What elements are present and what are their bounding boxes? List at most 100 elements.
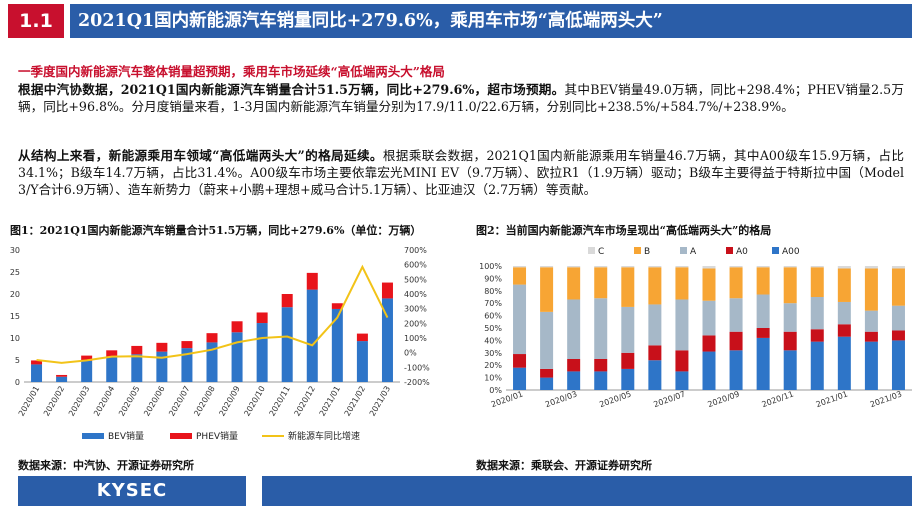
legend-label: BEV销量 xyxy=(108,430,144,442)
y-tick-label: 40% xyxy=(484,336,502,345)
legend-swatch xyxy=(726,247,733,254)
y-tick-label: 70% xyxy=(484,299,502,308)
bev-bar xyxy=(106,356,118,382)
x-tick-label: 2020/02 xyxy=(42,385,66,418)
paragraph-2-body: 根据乘联会数据，2021Q1国内新能源乘用车销量46.7万辆，其中A00级车15… xyxy=(18,148,904,197)
legend-swatch xyxy=(680,247,687,254)
legend-label: B xyxy=(644,247,650,257)
y-tick-label: 50% xyxy=(484,324,502,333)
y-tick-label: 25 xyxy=(10,268,20,277)
segment-a-bar xyxy=(891,305,905,331)
segment-a-bar xyxy=(594,298,608,359)
figure-2-caption: 图2：当前国内新能源汽车市场呈现出“高低端两头大”的格局 xyxy=(476,224,772,237)
x-tick-label: 2021/01 xyxy=(815,389,849,409)
legend-label: A xyxy=(690,247,697,257)
phev-bar xyxy=(356,333,368,342)
segment-a0-bar xyxy=(702,335,716,352)
title-bar: 1.1 2021Q1国内新能源汽车销量同比+279.6%，乘用车市场“高低端两头… xyxy=(0,0,920,42)
phev-bar xyxy=(106,350,118,357)
kysec-logo: KYSEC xyxy=(18,476,246,506)
segment-b-bar xyxy=(729,267,743,299)
x-tick-label: 2021/03 xyxy=(368,385,392,418)
paragraph-1: 根据中汽协数据，2021Q1国内新能源汽车销量合计51.5万辆，同比+279.6… xyxy=(18,81,904,115)
x-tick-label: 2020/11 xyxy=(268,385,292,418)
x-tick-label: 2020/03 xyxy=(67,385,91,418)
segment-b-bar xyxy=(567,267,581,300)
segment-b-bar xyxy=(891,268,905,306)
segment-a-bar xyxy=(783,303,797,332)
legend-label: PHEV销量 xyxy=(196,430,238,442)
paragraph-2: 从结构上来看，新能源乘用车领域“高低端两头大”的格局延续。根据乘联会数据，202… xyxy=(18,147,904,198)
segment-c-bar xyxy=(540,266,554,268)
x-tick-label: 2020/05 xyxy=(598,389,632,409)
segment-a00-bar xyxy=(837,336,851,390)
segment-a0-bar xyxy=(810,329,824,342)
segment-a0-bar xyxy=(648,345,662,361)
y-tick-label: 10 xyxy=(10,334,20,343)
bev-bar xyxy=(256,323,268,382)
figure-2-source: 数据来源：乘联会、开源证券研究所 xyxy=(476,459,652,472)
segment-a0-bar xyxy=(594,359,608,372)
phev-bar xyxy=(331,303,343,309)
figure-1-caption: 图1：2021Q1国内新能源汽车销量合计51.5万辆，同比+279.6%（单位：… xyxy=(10,224,422,237)
legend-swatch xyxy=(170,433,192,439)
y-tick-label: 0 xyxy=(15,378,20,387)
segment-b-bar xyxy=(837,268,851,302)
segment-c-bar xyxy=(621,266,635,268)
segment-b-bar xyxy=(756,267,770,295)
bev-bar xyxy=(31,364,43,382)
nev-sales-chart: 0 5 10 15 20 25 30 -200% -100% 0% 100% 200% 300% 400%… xyxy=(10,246,430,442)
segment-b-bar xyxy=(540,267,554,312)
y-tick-label: 10% xyxy=(484,374,502,383)
segment-a-bar xyxy=(864,310,878,332)
segment-c-bar xyxy=(729,266,743,268)
phev-bar xyxy=(31,360,43,365)
segment-c-bar xyxy=(513,266,527,268)
paragraph-1-body: 其中BEV销量49.0万辆，同比+298.4%；PHEV销量2.5万辆，同比+9… xyxy=(18,82,904,114)
segment-c-bar xyxy=(783,266,797,268)
legend-swatch xyxy=(772,247,779,254)
section-number: 1.1 xyxy=(8,4,64,38)
segment-a0-bar xyxy=(675,350,689,372)
y-tick-label: 100% xyxy=(479,262,502,271)
y2-tick-label: -200% xyxy=(404,378,430,387)
segment-share-chart: 0%10%20%30%40%50%60%70%80%90%100%2020/01… xyxy=(479,247,912,409)
y-tick-label: 60% xyxy=(484,312,502,321)
segment-a00-bar xyxy=(729,350,743,390)
y-tick-label: 20 xyxy=(10,290,20,299)
x-tick-label: 2021/01 xyxy=(318,385,342,418)
legend-label: A0 xyxy=(736,247,748,257)
bev-bar xyxy=(306,289,318,382)
phev-bar xyxy=(281,294,293,308)
segment-c-bar xyxy=(837,266,851,269)
segment-a0-bar xyxy=(891,330,905,341)
y2-tick-label: 500% xyxy=(404,275,427,284)
paragraph-2-lead: 从结构上来看，新能源乘用车领域“高低端两头大”的格局延续。 xyxy=(18,148,383,163)
bev-bar xyxy=(381,298,393,382)
x-tick-label: 2020/11 xyxy=(761,389,795,409)
x-tick-label: 2020/06 xyxy=(142,385,166,418)
bev-bar xyxy=(356,341,368,382)
segment-b-bar xyxy=(783,267,797,304)
growth-line xyxy=(36,264,389,364)
segment-a00-bar xyxy=(783,350,797,390)
segment-a-bar xyxy=(810,297,824,330)
y2-tick-label: 100% xyxy=(404,334,427,343)
segment-c-bar xyxy=(675,266,689,268)
bev-bar xyxy=(281,307,293,382)
segment-a00-bar xyxy=(702,351,716,390)
segment-c-bar xyxy=(702,266,716,269)
bev-bar xyxy=(56,376,68,382)
bev-bar xyxy=(131,354,143,382)
segment-a00-bar xyxy=(810,341,824,390)
footer-bar xyxy=(262,476,912,506)
segment-a00-bar xyxy=(621,368,635,390)
phev-bar xyxy=(381,282,393,299)
segment-b-bar xyxy=(513,267,527,285)
segment-a-bar xyxy=(675,299,689,351)
segment-c-bar xyxy=(594,266,608,268)
legend-swatch xyxy=(588,247,595,254)
bev-bar xyxy=(231,332,243,382)
legend-swatch xyxy=(82,433,104,439)
segment-a0-bar xyxy=(783,331,797,351)
